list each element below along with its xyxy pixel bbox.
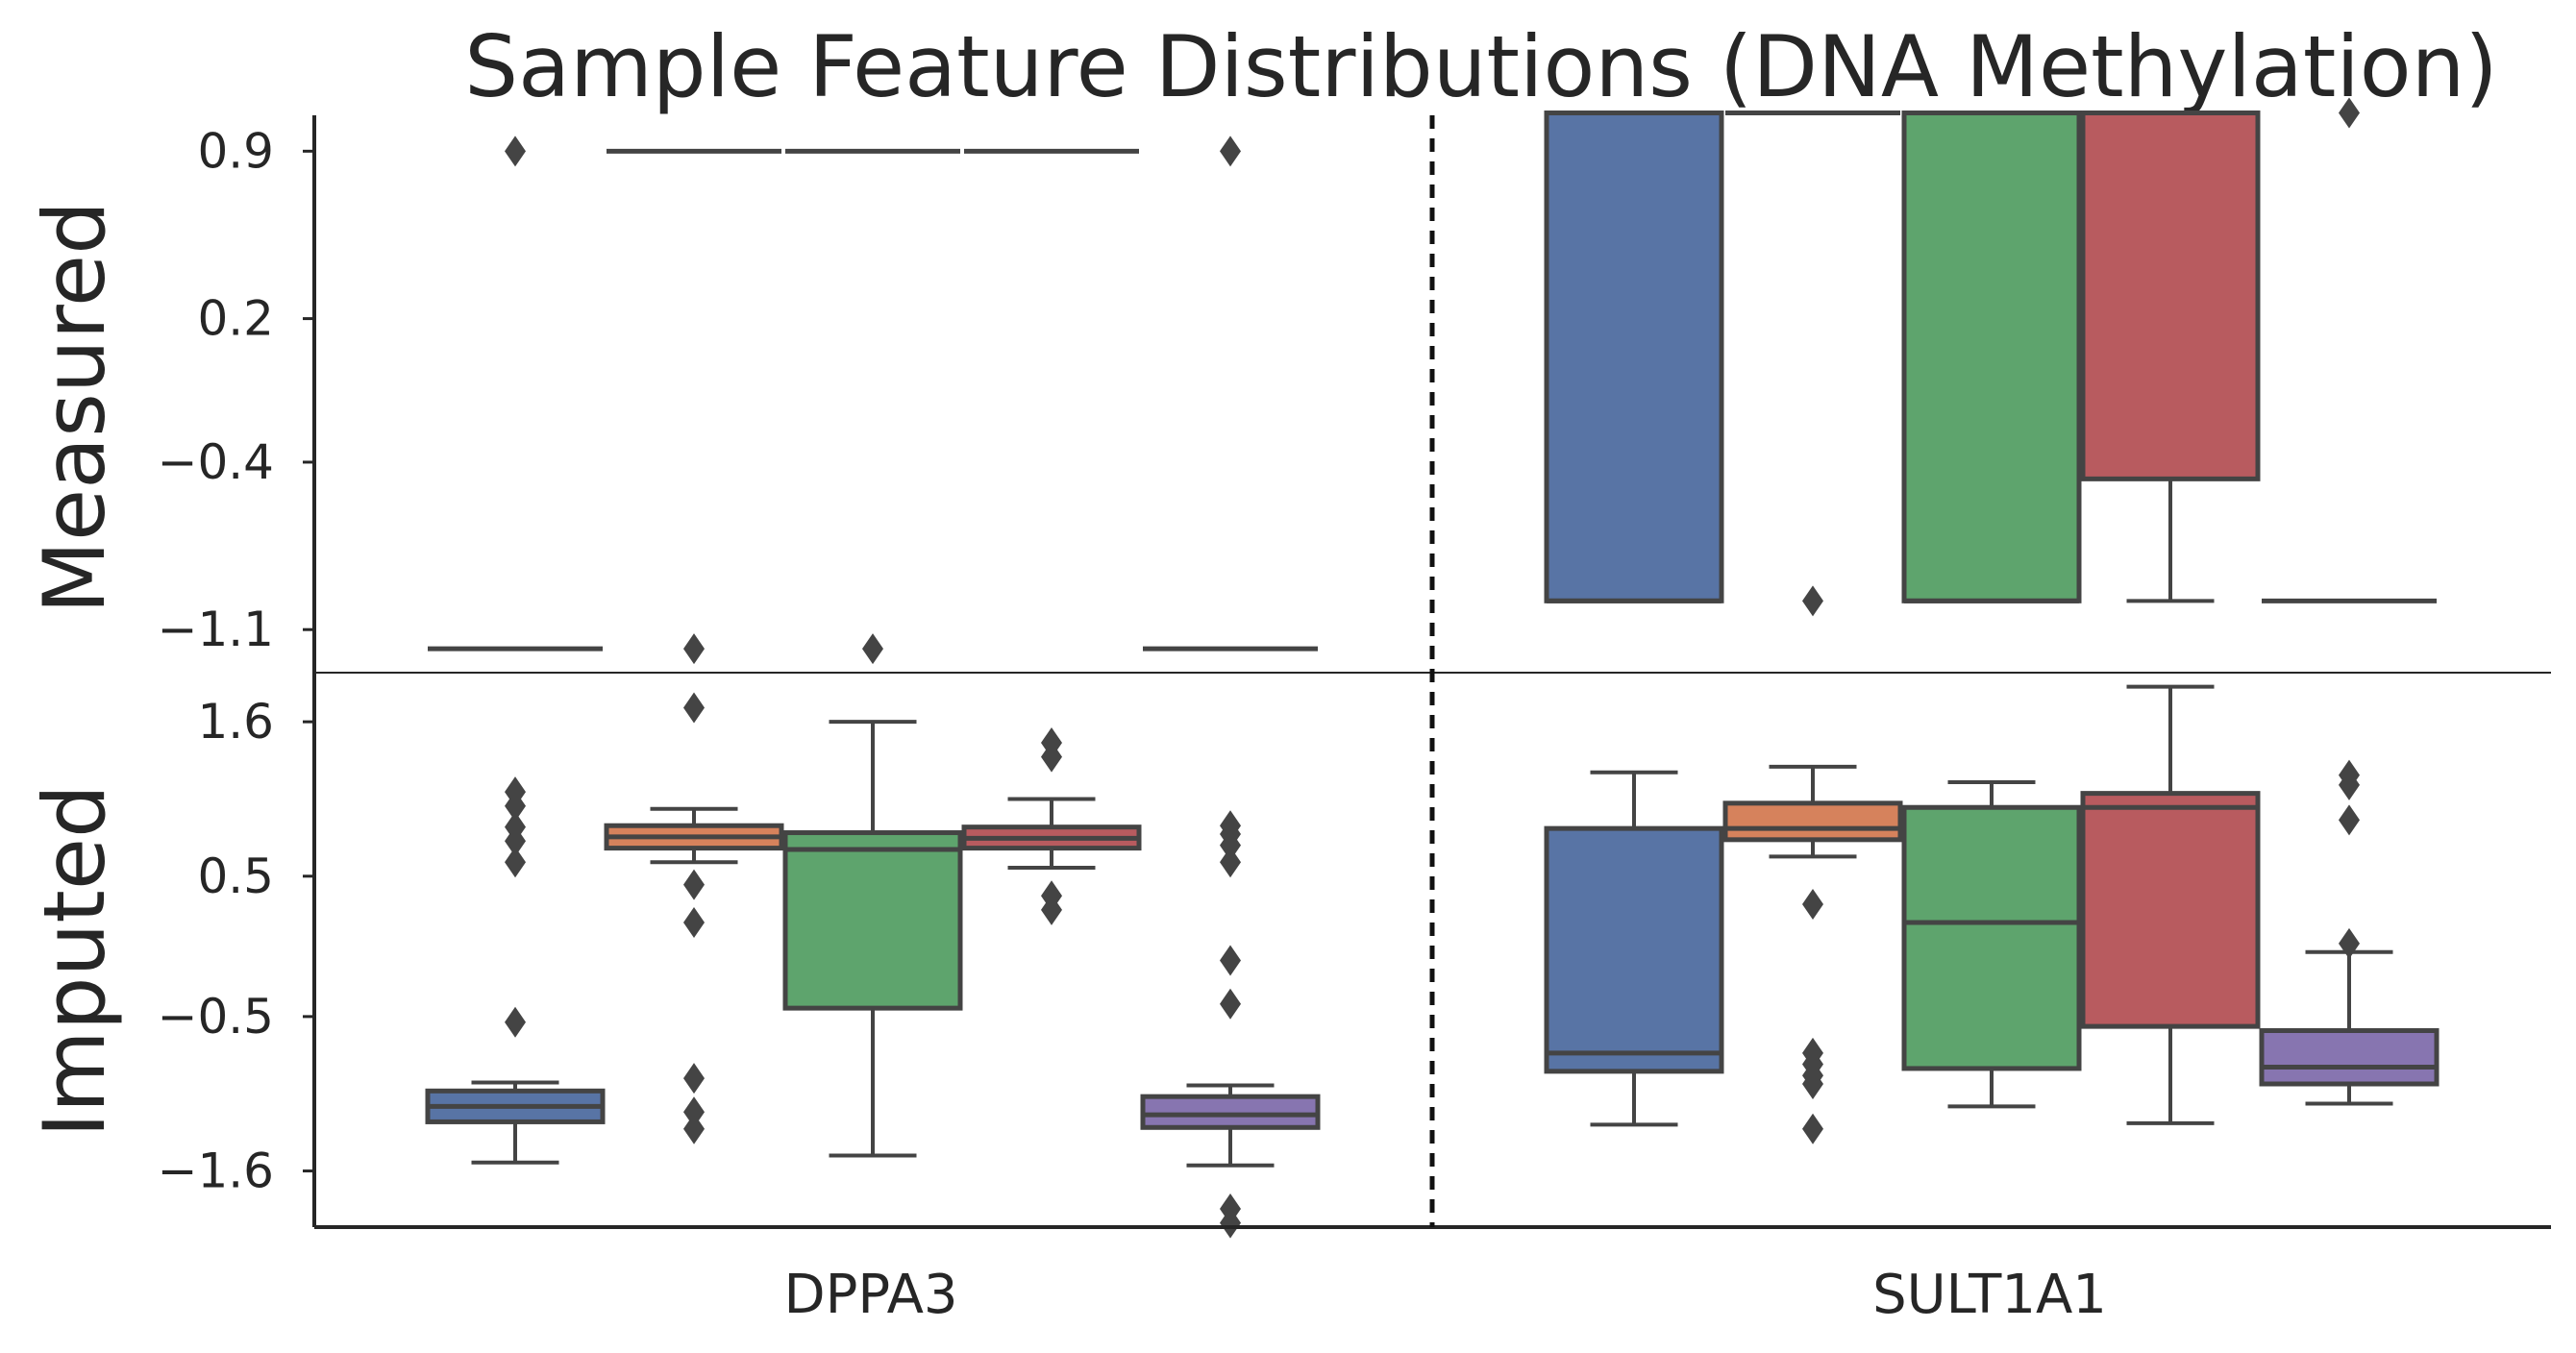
outlier-imputed-sult1a1-g2 — [1802, 889, 1823, 921]
y-tick-label: 0.9 — [197, 123, 274, 179]
outlier-measured-sult1a1-g5 — [2339, 97, 2360, 129]
outlier-measured-dppa3-g1 — [505, 135, 526, 167]
outlier-imputed-dppa3-g5 — [1220, 1207, 1241, 1239]
y-tick-label: −1.6 — [158, 1144, 274, 1199]
outlier-imputed-sult1a1-g5 — [2339, 804, 2360, 836]
outlier-imputed-sult1a1-g2 — [1802, 1113, 1823, 1144]
outlier-measured-sult1a1-g2 — [1802, 585, 1823, 617]
box-imputed-sult1a1-g1 — [1544, 825, 1724, 1074]
outlier-imputed-dppa3-g5 — [1220, 847, 1241, 878]
outlier-imputed-dppa3-g2 — [683, 1063, 705, 1095]
y-tick-label: −0.5 — [158, 989, 274, 1045]
outlier-measured-dppa3-g3 — [862, 633, 883, 665]
outlier-imputed-dppa3-g5 — [1220, 988, 1241, 1020]
box-measured-sult1a1-g3 — [1901, 111, 2082, 603]
y-tick-label: −0.4 — [158, 434, 274, 490]
outlier-imputed-dppa3-g4 — [1041, 741, 1062, 773]
box-imputed-sult1a1-g5 — [2259, 1027, 2440, 1087]
box-imputed-dppa3-g3 — [782, 830, 963, 1011]
box-measured-sult1a1-g4 — [2080, 111, 2261, 481]
box-measured-sult1a1-g1 — [1544, 111, 1724, 603]
chart-marks: 0.9 0.2 −0.4 −1.1 1.6 0.5 −0.5 −1.6 — [158, 97, 2551, 1239]
outlier-imputed-sult1a1-g5 — [2339, 769, 2360, 800]
y-tick-label: 0.5 — [197, 849, 274, 904]
outlier-imputed-dppa3-g2 — [683, 907, 705, 939]
outlier-measured-dppa3-g2 — [683, 633, 705, 665]
outlier-measured-dppa3-g5 — [1220, 135, 1241, 167]
outlier-imputed-dppa3-g2 — [683, 1113, 705, 1144]
box-imputed-sult1a1-g2 — [1722, 800, 1903, 843]
outlier-imputed-dppa3-g1 — [505, 825, 526, 857]
outlier-imputed-dppa3-g1 — [505, 790, 526, 822]
y-tick-label: 1.6 — [197, 694, 274, 750]
outlier-imputed-dppa3-g1 — [505, 1006, 526, 1038]
outlier-imputed-dppa3-g4 — [1041, 894, 1062, 925]
y-tick-label: 0.2 — [197, 291, 274, 347]
outlier-imputed-dppa3-g2 — [683, 1096, 705, 1128]
outlier-imputed-dppa3-g1 — [505, 847, 526, 878]
box-imputed-dppa3-g5 — [1140, 1094, 1321, 1130]
outlier-imputed-dppa3-g2 — [683, 869, 705, 900]
outlier-imputed-sult1a1-g5 — [2339, 927, 2360, 959]
x-tick-label-dppa3: DPPA3 — [783, 1264, 957, 1326]
box-imputed-sult1a1-g4 — [2080, 791, 2261, 1029]
y-axis-label-imputed: Imputed — [25, 784, 124, 1138]
outlier-imputed-dppa3-g2 — [683, 692, 705, 724]
box-imputed-sult1a1-g3 — [1901, 804, 2082, 1071]
outlier-imputed-dppa3-g5 — [1220, 945, 1241, 976]
y-axis-label-measured: Measured — [25, 201, 124, 614]
outlier-imputed-sult1a1-g2 — [1802, 1069, 1823, 1100]
outlier-imputed-dppa3-g5 — [1220, 829, 1241, 861]
y-tick-label: −1.1 — [158, 602, 274, 657]
x-tick-label-sult1a1: SULT1A1 — [1872, 1264, 2107, 1326]
chart-title: Sample Feature Distributions (DNA Methyl… — [464, 17, 2497, 116]
